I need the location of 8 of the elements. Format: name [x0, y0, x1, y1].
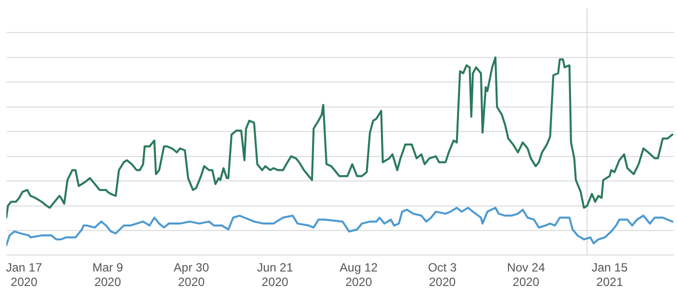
- x-tick-label: Apr 30 2020: [174, 260, 210, 290]
- x-tick-label: Aug 12 2020: [340, 260, 378, 290]
- x-tick-label: Jan 15 2021: [592, 260, 628, 290]
- x-tick-label: Jun 21 2020: [256, 260, 294, 290]
- x-tick-label: Jan 17 2020: [6, 260, 42, 290]
- x-tick-label: Nov 24 2020: [506, 260, 546, 290]
- x-tick-label: Oct 3 2020: [428, 260, 457, 290]
- x-tick-label: Mar 9 2020: [92, 260, 124, 290]
